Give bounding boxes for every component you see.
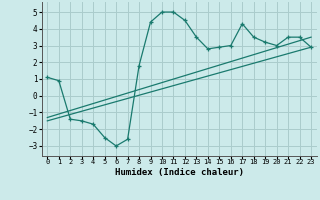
X-axis label: Humidex (Indice chaleur): Humidex (Indice chaleur) [115, 168, 244, 177]
